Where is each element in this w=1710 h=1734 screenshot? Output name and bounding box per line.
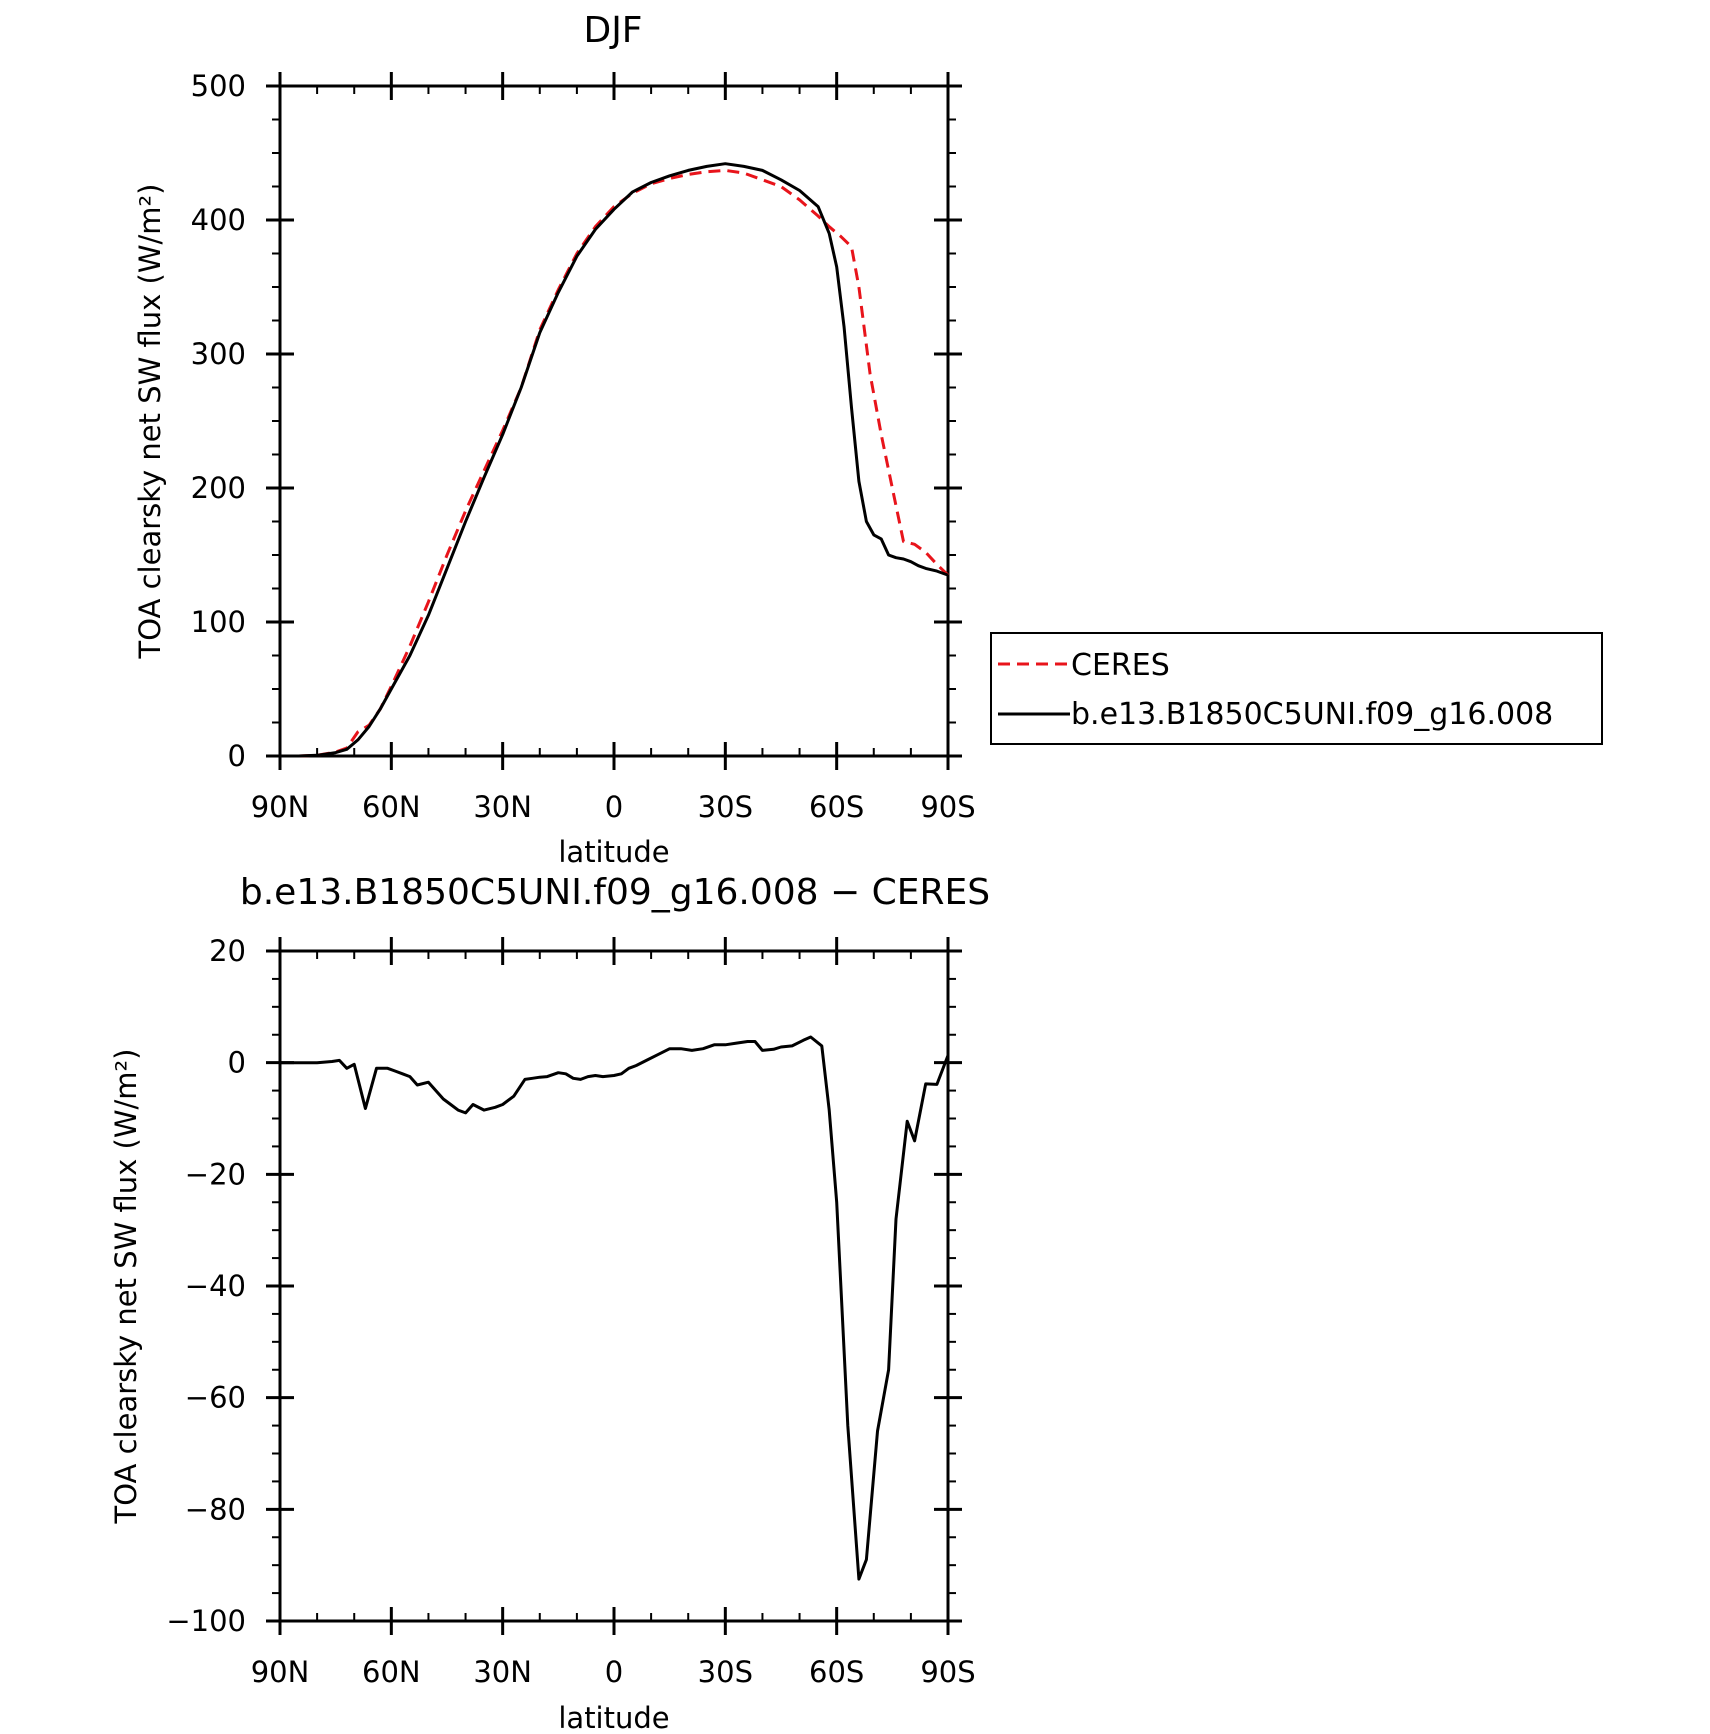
- x-tick-label: 60N: [362, 790, 421, 824]
- x-tick-label: 30N: [473, 1655, 532, 1689]
- y-tick-label: −60: [185, 1381, 246, 1415]
- bottom-panel-ticks-group: 90N 60N 30N 0 30S 60S 90S −100 −80 −60 −40 −20 0 20: [166, 934, 975, 1689]
- x-tick-label: 0: [605, 790, 623, 824]
- top-panel-ticks-group: 90N 60N 30N 0 30S 60S 90S 0 100 200 300 400 500: [191, 69, 976, 824]
- x-tick-label: 30N: [473, 790, 532, 824]
- x-tick-label: 60S: [809, 790, 864, 824]
- x-tick-label: 30S: [698, 1655, 753, 1689]
- top-panel-x-axis-label: latitude: [558, 835, 669, 869]
- legend: CERES b.e13.B1850C5UNI.f09_g16.008: [990, 632, 1603, 745]
- bottom-panel-y-axis-label: TOA clearsky net SW flux (W/m²): [109, 1049, 143, 1525]
- legend-box: [990, 632, 1603, 745]
- top-panel-series-group: [280, 162, 950, 758]
- bottom-panel-x-axis-label: latitude: [558, 1701, 669, 1734]
- x-tick-label: 90S: [920, 790, 975, 824]
- y-tick-label: −40: [185, 1269, 246, 1303]
- top-panel: DJF 90N 60N 30N 0 30S 60S 90S0100200300400500 …: [133, 10, 1603, 869]
- top-panel-title: DJF: [583, 10, 642, 51]
- y-tick-label: 0: [228, 1046, 246, 1080]
- y-tick-label: −100: [166, 1604, 246, 1638]
- y-tick-label: 300: [191, 337, 246, 371]
- bottom-panel: b.e13.B1850C5UNI.f09_g16.008 − CERES 90N…: [109, 872, 990, 1734]
- bottom-panel-series-group: [280, 1035, 950, 1581]
- y-tick-label: −20: [185, 1157, 246, 1191]
- y-tick-label: 400: [191, 203, 246, 237]
- series-line-b-e13-b1850c5uni-f09-g16-008: [280, 162, 949, 758]
- x-tick-label: 90N: [251, 790, 310, 824]
- x-tick-label: 30S: [698, 790, 753, 824]
- series-line-difference-0: [280, 1035, 950, 1581]
- y-tick-label: −80: [185, 1492, 246, 1526]
- x-tick-label: 60N: [362, 1655, 421, 1689]
- y-tick-label: 200: [191, 471, 246, 505]
- y-tick-label: 500: [191, 69, 246, 103]
- y-tick-label: 100: [191, 605, 246, 639]
- y-tick-label: 0: [228, 739, 246, 773]
- x-tick-label: 90S: [920, 1655, 975, 1689]
- x-tick-label: 90N: [251, 1655, 310, 1689]
- legend-label-ceres: CERES: [1071, 648, 1170, 683]
- x-tick-label: 0: [605, 1655, 623, 1689]
- x-tick-label: 60S: [809, 1655, 864, 1689]
- bottom-panel-title: b.e13.B1850C5UNI.f09_g16.008 − CERES: [240, 872, 990, 913]
- legend-label-model: b.e13.B1850C5UNI.f09_g16.008: [1071, 697, 1553, 732]
- top-panel-y-axis-label: TOA clearsky net SW flux (W/m²): [133, 184, 167, 660]
- y-tick-label: 20: [209, 934, 246, 968]
